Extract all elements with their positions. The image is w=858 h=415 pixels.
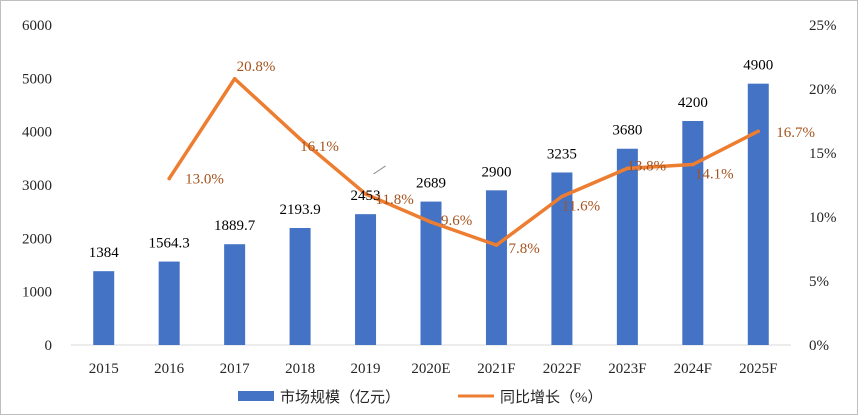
axes-layer: 0 1000 2000 3000 4000 5000 6000 0% 5% 10% 15% 20% 25… <box>22 18 837 377</box>
growth-point-2021F <box>494 243 499 247</box>
growth-point-2016 <box>167 176 171 181</box>
x-tick-label: 2015 <box>89 361 119 377</box>
growth-value-label: 20.8% <box>237 59 276 75</box>
bars-layer <box>93 83 769 346</box>
growth-point-2019 <box>363 192 368 196</box>
bar-2023F <box>616 148 638 345</box>
bar-value-label: 2453 <box>351 188 381 204</box>
growth-point-2020E <box>429 220 433 224</box>
y-left-tick-label: 4000 <box>22 125 52 141</box>
bar-value-label: 1384 <box>89 245 120 261</box>
bar-2022F <box>551 172 573 345</box>
bar-value-label: 4900 <box>743 58 773 74</box>
x-tick-label: 2022F <box>543 361 581 377</box>
growth-point-2022F <box>560 194 564 199</box>
bar-2016 <box>158 261 180 345</box>
y-left-tick-label: 1000 <box>22 285 52 301</box>
growth-point-2024F <box>691 162 695 167</box>
y-left-tick-label: 2000 <box>22 231 52 247</box>
bar-2019 <box>355 214 377 345</box>
y-left-tick-label: 6000 <box>22 18 52 34</box>
y-right-tick-label: 15% <box>809 146 837 162</box>
growth-value-label: 13.8% <box>627 158 666 174</box>
bar-value-label: 2900 <box>481 164 511 180</box>
x-tick-label: 2020E <box>411 361 450 377</box>
x-tick-label: 2024F <box>674 361 712 377</box>
bar-2021F <box>485 190 507 345</box>
bar-2015 <box>93 271 115 345</box>
line-layer <box>167 76 761 247</box>
legend-bar-swatch <box>238 391 274 401</box>
growth-value-label: 9.6% <box>441 213 472 229</box>
bar-2017 <box>224 244 246 345</box>
bar-2024F <box>682 121 704 345</box>
growth-value-label: 11.6% <box>562 199 600 215</box>
bar-value-label: 1889.7 <box>214 218 256 234</box>
bar-2018 <box>289 227 311 345</box>
y-right-tick-label: 0% <box>809 338 829 354</box>
legend-line-label: 同比增长（%） <box>500 389 603 406</box>
x-tick-label: 2021F <box>477 361 515 377</box>
y-left-tick-label: 3000 <box>22 178 52 194</box>
y-left-tick-label: 0 <box>45 338 53 354</box>
labels-layer: 1384 1564.3 1889.7 2193.9 2453 2689 2900 3235 36… <box>89 58 815 262</box>
x-tick-label: 2017 <box>220 361 251 377</box>
growth-line <box>167 77 760 247</box>
bar-value-label: 2193.9 <box>279 202 320 218</box>
growth-point-2023F <box>625 166 630 171</box>
x-tick-label: 2023F <box>608 361 646 377</box>
bar-value-label: 2689 <box>416 176 446 192</box>
legend-bar-label: 市场规模（亿元） <box>280 389 400 406</box>
leader-line <box>373 165 386 175</box>
x-tick-label: 2025F <box>739 361 777 377</box>
x-tick-label: 2016 <box>154 361 185 377</box>
y-left-tick-label: 5000 <box>22 71 52 87</box>
growth-value-label: 11.8% <box>376 192 414 208</box>
growth-value-label: 7.8% <box>508 241 539 257</box>
y-right-tick-label: 20% <box>809 82 837 98</box>
bar-value-label: 1564.3 <box>149 236 190 252</box>
growth-value-label: 16.1% <box>300 139 339 155</box>
growth-point-2018 <box>298 137 302 141</box>
growth-point-2025F <box>756 129 761 134</box>
y-right-tick-label: 10% <box>809 210 837 226</box>
growth-value-label: 14.1% <box>695 167 734 183</box>
y-right-tick-label: 25% <box>809 18 837 34</box>
bar-value-label: 4200 <box>678 95 708 111</box>
growth-point-2017 <box>232 76 237 81</box>
x-tick-label: 2019 <box>351 361 381 377</box>
bar-2025F <box>747 83 769 346</box>
bar-2020E <box>420 201 442 345</box>
y-right-tick-label: 5% <box>809 274 829 290</box>
growth-value-label: 13.0% <box>185 172 224 188</box>
growth-value-label: 16.7% <box>776 125 815 141</box>
bar-value-label: 3680 <box>612 123 642 139</box>
legend: 市场规模（亿元） 同比增长（%） <box>238 389 603 406</box>
x-tick-label: 2018 <box>285 361 315 377</box>
bar-value-label: 3235 <box>547 146 577 162</box>
